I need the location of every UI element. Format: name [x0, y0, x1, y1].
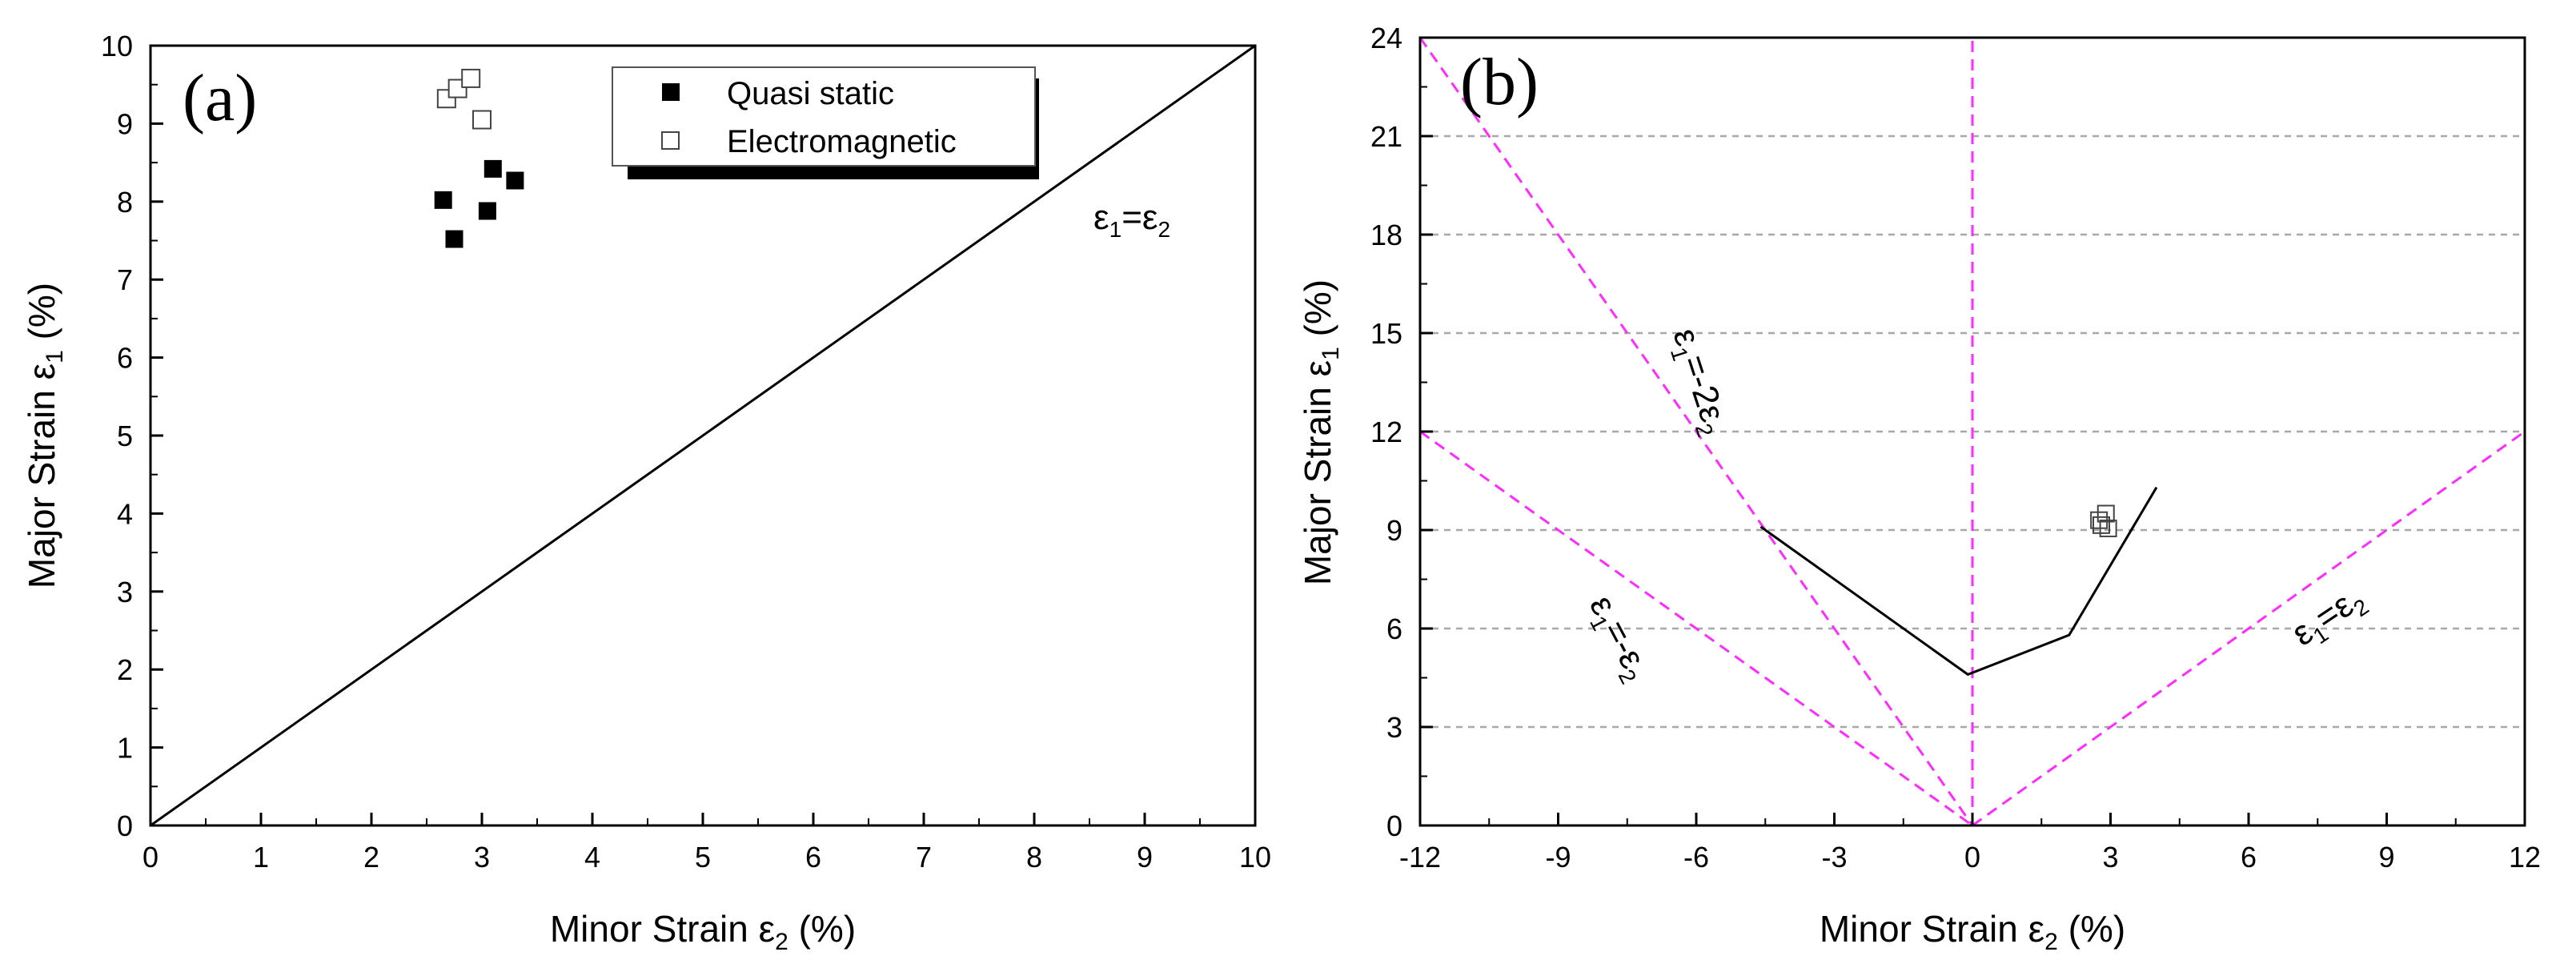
b-point-electromagnetic: [2097, 504, 2115, 523]
b-x-tick-label: 6: [2241, 841, 2257, 874]
b-y-tick-label: 9: [1386, 514, 1402, 547]
b-y-tick-label: 6: [1386, 613, 1402, 645]
a-legend-label-quasi-static: Quasi static: [727, 76, 894, 111]
b-x-tick-label: 0: [1964, 841, 1980, 874]
a-annotation-e1-eq-e2: ε1=ε2: [1093, 198, 1170, 242]
b-marks: [1759, 486, 2158, 677]
b-panel-label: (b): [1460, 45, 1539, 119]
a-y-tick-label: 9: [117, 107, 133, 140]
a-x-tick-label: 1: [253, 841, 269, 874]
b-annotation-e1-eq-minus-e2: ε1=-ε2: [1578, 589, 1659, 689]
a-y-tick-label: 2: [117, 653, 133, 686]
b-annotation-e1-eq-e2: ε1=ε2: [2285, 578, 2373, 657]
b-forming-limit-line: [1759, 486, 2158, 677]
b-annotation-e1-eq-minus-2e2: ε1=-2ε2: [1661, 323, 1736, 440]
a-x-tick-label: 5: [695, 841, 711, 874]
a-y-tick-label: 10: [101, 30, 133, 62]
b-point-electromagnetic: [2092, 516, 2110, 534]
b-y-ticks: 0 3 6 9 12 15 18 21 24: [1370, 22, 1433, 842]
a-point-electromagnetic: [472, 110, 492, 130]
a-x-ticks: 0 1 2 3 4 5 6 7 8 9 10: [142, 813, 1271, 874]
b-reference-lines: [1418, 37, 2526, 827]
a-x-tick-label: 4: [584, 841, 600, 874]
a-x-axis-title: Minor Strain ε2 (%): [550, 908, 856, 955]
a-point-quasi-static: [445, 230, 463, 248]
b-point-electromagnetic: [2099, 519, 2117, 537]
a-point-quasi-static: [484, 159, 502, 178]
a-y-tick-label: 4: [117, 497, 133, 530]
b-x-tick-label: 3: [2102, 841, 2118, 874]
b-x-tick-label: 9: [2378, 841, 2394, 874]
a-y-ticks: 0 1 2 3 4 5 6 7 8 9 10: [101, 30, 163, 842]
b-reference-line: [1418, 37, 1974, 826]
b-y-tick-label: 15: [1370, 317, 1402, 350]
a-point-quasi-static: [478, 202, 496, 220]
a-y-tick-label: 7: [117, 263, 133, 296]
a-x-tick-label: 8: [1026, 841, 1042, 874]
b-x-axis-title: Minor Strain ε2 (%): [1820, 908, 2125, 955]
a-legend-marker-electromagnetic: [661, 131, 680, 150]
b-x-tick-label: -3: [1821, 841, 1847, 874]
a-x-tick-label: 7: [916, 841, 932, 874]
b-y-tick-label: 3: [1386, 711, 1402, 744]
a-x-tick-label: 6: [805, 841, 821, 874]
a-point-electromagnetic: [461, 68, 481, 88]
b-x-tick-label: -6: [1683, 841, 1709, 874]
panel-a: 0 1 2 3 4 5 6 7 8 9 10 0 1 2 3 4 5 6 7 8 9 10 (a) Minor Stra…: [21, 30, 1271, 955]
b-y-axis-title: Major Strain ε1 (%): [1297, 279, 1344, 585]
b-reference-line: [1972, 430, 2526, 827]
a-y-tick-label: 5: [117, 420, 133, 452]
a-y-tick-label: 6: [117, 342, 133, 375]
b-y-tick-label: 24: [1370, 22, 1402, 54]
a-x-tick-label: 2: [363, 841, 379, 874]
a-legend-label-electromagnetic: Electromagnetic: [727, 124, 957, 159]
a-panel-label: (a): [183, 61, 257, 135]
a-legend: Quasi static Electromagnetic: [612, 66, 1039, 179]
a-x-tick-label: 0: [142, 841, 158, 874]
a-point-quasi-static: [434, 191, 452, 209]
b-x-ticks: -12 -9 -6 -3 0 3 6 9 12: [1399, 813, 2541, 874]
a-y-tick-label: 3: [117, 576, 133, 609]
b-y-tick-label: 12: [1370, 416, 1402, 448]
b-y-tick-label: 21: [1370, 120, 1402, 153]
a-marks: [434, 68, 524, 248]
a-y-tick-label: 1: [117, 732, 133, 765]
a-legend-box: [612, 66, 1036, 167]
a-x-tick-label: 3: [474, 841, 490, 874]
a-x-tick-label: 9: [1137, 841, 1153, 874]
b-y-tick-label: 18: [1370, 219, 1402, 251]
a-reference-lines: [150, 44, 1256, 827]
b-x-tick-label: -12: [1399, 841, 1441, 874]
b-x-tick-label: 12: [2509, 841, 2541, 874]
a-y-tick-label: 0: [117, 809, 133, 842]
a-reference-line: [150, 44, 1256, 827]
a-legend-marker-quasi-static: [662, 83, 680, 101]
a-point-quasi-static: [506, 171, 524, 190]
a-x-tick-label: 10: [1239, 841, 1271, 874]
b-y-tick-label: 0: [1386, 809, 1402, 842]
b-x-tick-label: -9: [1545, 841, 1571, 874]
b-reference-line: [1419, 430, 1973, 827]
a-y-tick-label: 8: [117, 186, 133, 219]
panel-b: -12 -9 -6 -3 0 3 6 9 12 0 3 6 9 12 15 18 21 24 (b) Minor…: [1297, 22, 2541, 955]
a-y-axis-title: Major Strain ε1 (%): [21, 283, 68, 588]
